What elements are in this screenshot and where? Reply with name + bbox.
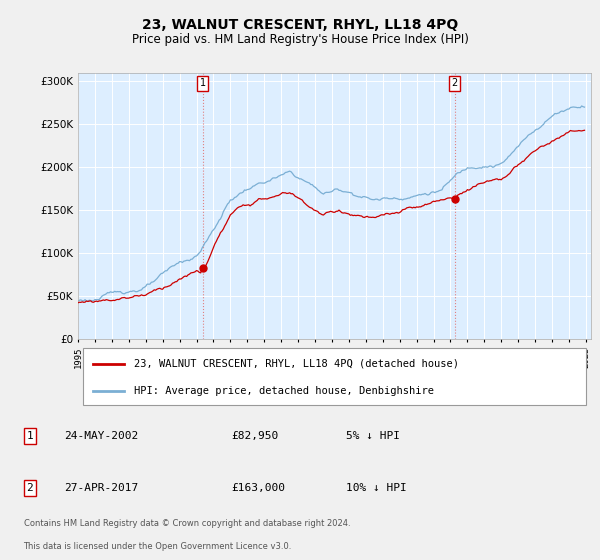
Text: Contains HM Land Registry data © Crown copyright and database right 2024.: Contains HM Land Registry data © Crown c…	[23, 519, 350, 528]
Text: 23, WALNUT CRESCENT, RHYL, LL18 4PQ: 23, WALNUT CRESCENT, RHYL, LL18 4PQ	[142, 18, 458, 32]
Text: 2: 2	[452, 78, 458, 88]
Text: 1: 1	[200, 78, 206, 88]
Text: 24-MAY-2002: 24-MAY-2002	[64, 431, 138, 441]
Text: 27-APR-2017: 27-APR-2017	[64, 483, 138, 493]
Text: 1: 1	[26, 431, 33, 441]
Text: 5% ↓ HPI: 5% ↓ HPI	[346, 431, 400, 441]
Text: 10% ↓ HPI: 10% ↓ HPI	[346, 483, 407, 493]
Text: £82,950: £82,950	[231, 431, 278, 441]
Text: HPI: Average price, detached house, Denbighshire: HPI: Average price, detached house, Denb…	[134, 386, 434, 396]
Text: 2: 2	[26, 483, 33, 493]
Text: £163,000: £163,000	[231, 483, 285, 493]
Text: This data is licensed under the Open Government Licence v3.0.: This data is licensed under the Open Gov…	[23, 542, 292, 551]
FancyBboxPatch shape	[83, 348, 586, 405]
Text: Price paid vs. HM Land Registry's House Price Index (HPI): Price paid vs. HM Land Registry's House …	[131, 32, 469, 46]
Text: 23, WALNUT CRESCENT, RHYL, LL18 4PQ (detached house): 23, WALNUT CRESCENT, RHYL, LL18 4PQ (det…	[134, 358, 460, 368]
